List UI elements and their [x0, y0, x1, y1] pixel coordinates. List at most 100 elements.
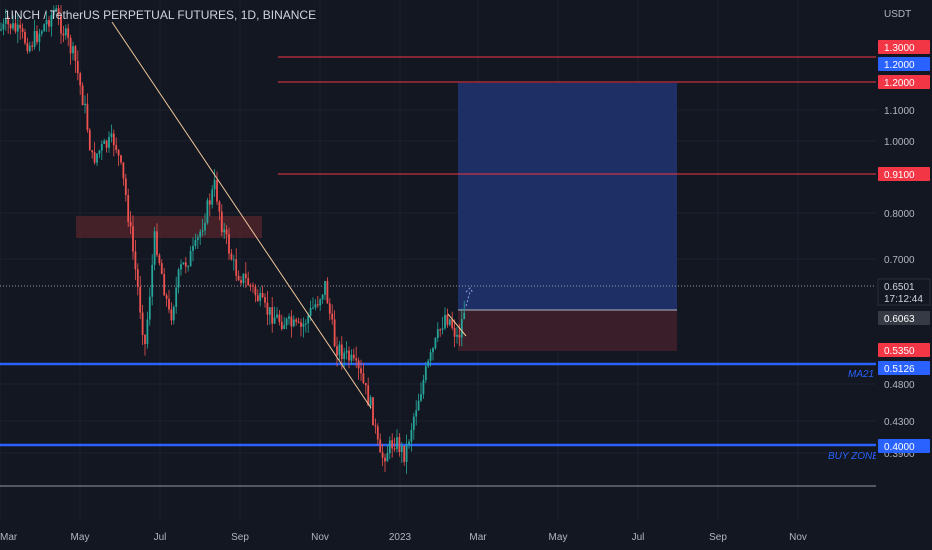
- candle-body: [120, 155, 122, 163]
- candle-body: [367, 385, 370, 406]
- candle-body: [417, 400, 420, 411]
- candle-body: [300, 322, 302, 327]
- candle-body: [386, 453, 389, 462]
- candle-body: [220, 211, 223, 233]
- y-tick-label: 1.1000: [884, 106, 915, 117]
- candle-body: [266, 302, 269, 315]
- y-axis-ticks: 1.1000 1.0000 0.8000 0.7000 0.4800 0.4300 0.39…: [884, 106, 915, 460]
- candle-body: [288, 316, 290, 319]
- candle-body: [458, 334, 461, 338]
- chart-title: 1INCH / TetherUS PERPETUAL FUTURES, 1D, …: [4, 8, 317, 22]
- loss-zone[interactable]: [458, 310, 677, 351]
- candle-body: [81, 85, 84, 106]
- candle-body: [40, 31, 43, 34]
- candle-body: [240, 280, 242, 283]
- profit-zone[interactable]: [458, 83, 677, 310]
- candle-body: [309, 307, 312, 316]
- candle-body: [208, 200, 211, 205]
- candle-body: [156, 231, 158, 256]
- candle-body: [338, 344, 341, 356]
- trendline[interactable]: [111, 21, 372, 409]
- candle-body: [312, 307, 314, 309]
- candle-body: [225, 229, 228, 235]
- candle-body: [151, 264, 154, 297]
- candle-body: [302, 323, 305, 327]
- candle-body: [324, 281, 326, 295]
- candle-body: [244, 273, 247, 279]
- countdown-value: 17:12:44: [884, 294, 923, 305]
- candle-body: [249, 285, 252, 287]
- candle-body: [134, 251, 137, 270]
- candle-body: [321, 294, 324, 300]
- candle-body: [295, 319, 298, 322]
- candle-body: [103, 140, 106, 144]
- candle-body: [177, 269, 180, 288]
- resistance-zone[interactable]: [76, 216, 262, 238]
- candle-body: [96, 153, 98, 163]
- time-axis[interactable]: [0, 520, 876, 550]
- candle-body: [357, 360, 360, 369]
- candle-body: [372, 397, 374, 426]
- candle-body: [168, 298, 170, 310]
- x-tick-label: May: [71, 532, 90, 543]
- candle-body: [247, 278, 250, 286]
- candle-body: [343, 352, 346, 360]
- price-badges: 1.3000 1.2000 1.2000 0.9100 0.6063 0.5350 0.51…: [878, 40, 930, 453]
- candle-body: [132, 226, 134, 252]
- candle-body: [124, 178, 127, 196]
- svg-text:1.2000: 1.2000: [884, 78, 915, 89]
- candle-body: [148, 296, 151, 320]
- candle-body: [93, 152, 96, 163]
- candle-body: [340, 344, 343, 360]
- candle-body: [57, 8, 60, 15]
- price-badge: 1.2000: [878, 57, 930, 71]
- candle-body: [52, 10, 55, 15]
- candle-body: [292, 319, 295, 327]
- price-badge: 1.3000: [878, 40, 930, 54]
- x-tick-label: Nov: [789, 532, 807, 543]
- price-badge: 0.9100: [878, 167, 930, 181]
- candle-body: [91, 150, 94, 153]
- y-tick-label: 0.3900: [884, 449, 915, 460]
- current-price-value: 0.6501: [884, 282, 915, 293]
- candle-body: [50, 14, 53, 27]
- candle-body: [48, 20, 50, 27]
- candle-body: [223, 229, 226, 233]
- y-tick-label: 0.8000: [884, 209, 915, 220]
- candle-body: [26, 43, 29, 52]
- candle-body: [424, 366, 427, 381]
- candle-body: [127, 195, 130, 222]
- breakout-arrow-line: [447, 313, 467, 337]
- y-tick-label: 0.7000: [884, 255, 915, 266]
- candle-body: [268, 307, 271, 315]
- candle-body: [196, 237, 199, 241]
- candle-body: [384, 457, 386, 462]
- current-price-badge: 0.6501 17:12:44: [877, 278, 931, 306]
- candle-body: [376, 426, 379, 440]
- svg-text:0.6063: 0.6063: [884, 314, 915, 325]
- candle-body: [441, 328, 444, 330]
- candle-body: [415, 410, 418, 417]
- candle-body: [170, 309, 173, 321]
- candle-body: [451, 319, 454, 328]
- candle-body: [60, 14, 62, 34]
- candle-body: [69, 37, 72, 54]
- candle-body: [252, 285, 254, 287]
- candle-body: [112, 133, 115, 146]
- price-badge: 0.6063: [878, 311, 930, 325]
- candle-body: [396, 437, 398, 449]
- candle-body: [350, 354, 353, 361]
- svg-text:1.2000: 1.2000: [884, 60, 915, 71]
- candle-body: [453, 327, 456, 337]
- ma21-label: MA21: [848, 369, 874, 380]
- candle-body: [62, 33, 65, 36]
- candle-body: [2, 23, 5, 30]
- candle-body: [141, 312, 144, 335]
- candle-body: [211, 189, 214, 205]
- candle-body: [393, 448, 396, 450]
- candle-body: [410, 429, 413, 442]
- candle-body: [129, 221, 132, 227]
- x-axis-ticks: Mar May Jul Sep Nov 2023 Mar May Jul Sep Nov: [0, 532, 807, 543]
- candle-body: [355, 358, 358, 361]
